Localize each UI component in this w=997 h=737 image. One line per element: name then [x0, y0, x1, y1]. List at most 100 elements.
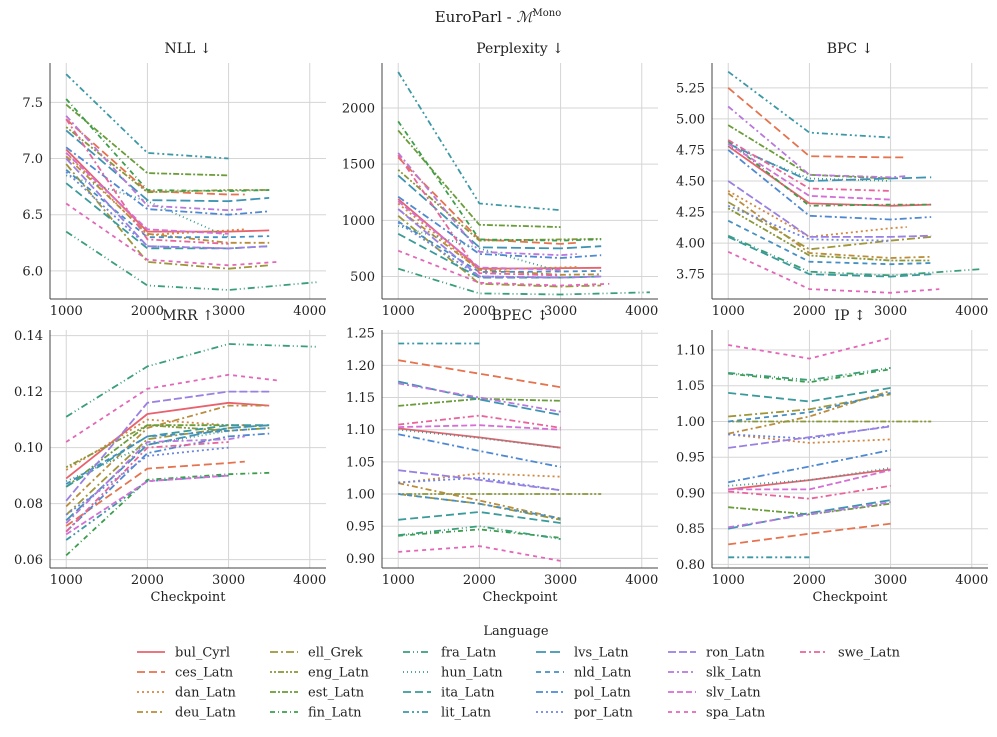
legend-label: slv_Latn — [706, 686, 761, 701]
panel-title: IP ↕ — [834, 308, 865, 324]
y-tick-label: 7.0 — [22, 152, 43, 167]
series-line-swe_Latn — [727, 139, 891, 192]
series-line-dan_Latn — [398, 472, 561, 484]
y-tick-label: 1.20 — [346, 359, 375, 374]
x-tick-label: 1000 — [50, 304, 83, 319]
series-line-ces_Latn — [727, 87, 907, 159]
series-line-slv_Latn — [727, 142, 891, 201]
y-tick-label: 6.5 — [22, 208, 43, 223]
panel-title: BPC ↓ — [827, 41, 874, 57]
x-tick-label: 4000 — [293, 304, 326, 319]
series-line-bul_Cyrl — [728, 468, 891, 491]
series-line-lvs_Latn — [727, 142, 932, 182]
legend-item-swe_Latn: swe_Latn — [800, 646, 901, 661]
y-tick-label: 0.90 — [676, 486, 705, 501]
x-axis-label: Checkpoint — [812, 590, 888, 605]
legend: Language bul_Cyrl ces_Latn dan_Latn deu_Lat… — [137, 624, 901, 721]
x-tick-label: 1000 — [50, 573, 83, 588]
series-line-spa_Latn — [65, 373, 278, 443]
series-line-spa_Latn — [727, 250, 940, 294]
legend-item-ron_Latn: ron_Latn — [668, 646, 766, 661]
legend-item-est_Latn: est_Latn — [270, 686, 365, 701]
y-tick-label: 1.00 — [346, 488, 375, 503]
legend-item-bul_Cyrl: bul_Cyrl — [137, 646, 230, 661]
series-line-nld_Latn — [397, 220, 602, 273]
legend-label: lit_Latn — [441, 706, 492, 721]
x-tick-label: 4000 — [293, 573, 326, 588]
series-line-swe_Latn — [728, 484, 891, 500]
series-line-ron_Latn — [727, 180, 932, 238]
legend-item-slv_Latn: slv_Latn — [668, 686, 761, 701]
y-tick-label: 1500 — [342, 158, 375, 173]
x-tick-label: 2000 — [131, 573, 164, 588]
series-line-slk_Latn — [728, 501, 891, 529]
series-line-nld_Latn — [727, 219, 932, 266]
y-tick-label: 0.95 — [346, 520, 375, 535]
series-line-ita_Latn — [65, 182, 270, 250]
legend-label: deu_Latn — [175, 706, 236, 721]
x-tick-label: 3000 — [544, 304, 577, 319]
series-line-ron_Latn — [397, 208, 602, 279]
panel-5: 1000 2000 3000 4000 0.90 0.95 1.00 1.05 1.10 1.15… — [346, 308, 658, 605]
series-line-fin_Latn — [727, 140, 932, 207]
y-tick-label: 0.06 — [14, 553, 43, 568]
series-line-dan_Latn — [65, 152, 245, 236]
series-line-hun_Latn — [397, 225, 561, 273]
series-line-est_Latn — [398, 397, 561, 407]
series-line-slv_Latn — [397, 200, 561, 271]
legend-label: hun_Latn — [441, 666, 503, 681]
series-line-spa_Latn — [728, 337, 891, 360]
y-tick-label: 1.10 — [346, 423, 375, 438]
series-line-pol_Latn — [727, 149, 932, 221]
series-line-swe_Latn — [65, 441, 229, 533]
x-tick-label: 1000 — [382, 304, 415, 319]
series-line-dan_Latn — [728, 433, 891, 444]
series-line-hun_Latn — [65, 174, 229, 239]
legend-item-fra_Latn: fra_Latn — [403, 646, 497, 661]
legend-label: lvs_Latn — [574, 646, 629, 661]
series-line-deu_Latn — [727, 192, 932, 259]
series-line-swe_Latn — [398, 414, 561, 429]
legend-title: Language — [483, 624, 549, 639]
y-tick-label: 4.75 — [676, 143, 705, 158]
y-tick-label: 5.25 — [676, 81, 705, 96]
y-tick-label: 1.05 — [676, 379, 705, 394]
y-tick-label: 6.0 — [22, 264, 43, 279]
legend-label: fin_Latn — [308, 706, 362, 721]
series-line-lit_Latn — [65, 73, 229, 160]
series-line-fra_Latn — [397, 267, 650, 296]
series-line-ell_Grek — [65, 163, 270, 270]
legend-label: dan_Latn — [175, 686, 237, 701]
series-line-pol_Latn — [397, 195, 602, 259]
y-tick-label: 4.00 — [676, 237, 705, 252]
series-line-est_Latn — [65, 103, 229, 177]
y-tick-label: 1.25 — [346, 327, 375, 342]
legend-item-ces_Latn: ces_Latn — [137, 666, 234, 681]
series-line-slk_Latn — [65, 115, 245, 212]
legend-items: bul_Cyrl ces_Latn dan_Latn deu_Latn ell_Grek… — [137, 646, 901, 721]
legend-label: ell_Grek — [308, 646, 363, 661]
series-line-slv_Latn — [728, 469, 891, 491]
y-tick-label: 0.85 — [676, 522, 705, 537]
panel-3: 1000 2000 3000 4000 3.75 4.00 4.25 4.50 4.75 5.00… — [676, 41, 988, 319]
panel-2: 1000 2000 3000 4000 500 1000 1500 2000 Perplexit… — [342, 41, 658, 319]
panel-title: BPEC ↕ — [492, 308, 549, 324]
y-tick-label: 1.15 — [346, 391, 375, 406]
y-tick-label: 2000 — [342, 101, 375, 116]
legend-item-eng_Latn: eng_Latn — [270, 666, 369, 681]
series-line-spa_Latn — [398, 545, 561, 562]
series-line-ell_Grek — [397, 215, 602, 288]
series-line-hun_Latn — [65, 429, 229, 483]
series-line-slk_Latn — [397, 152, 577, 257]
x-tick-label: 3000 — [212, 573, 245, 588]
series-line-lvs_Latn — [65, 424, 270, 522]
x-axis-label: Checkpoint — [150, 590, 226, 605]
x-tick-label: 4000 — [625, 573, 658, 588]
series-line-fin_Latn — [65, 471, 270, 557]
legend-item-ita_Latn: ita_Latn — [403, 686, 495, 701]
y-tick-label: 1.10 — [676, 344, 705, 359]
series-line-hun_Latn — [728, 467, 891, 487]
legend-item-deu_Latn: deu_Latn — [137, 706, 236, 721]
panel-title: Perplexity ↓ — [476, 41, 564, 57]
series-line-por_Latn — [65, 446, 229, 516]
